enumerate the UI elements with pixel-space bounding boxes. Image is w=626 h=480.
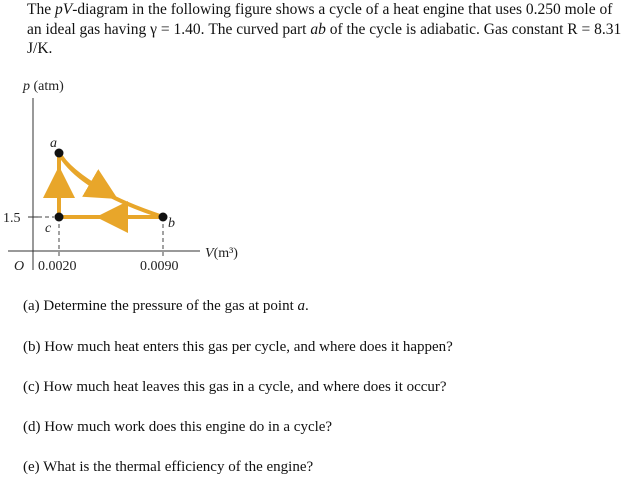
text: -diagram in the following figure shows a… [27, 1, 613, 38]
point-label: b [168, 216, 175, 231]
text: (m³) [214, 246, 239, 261]
process-ab [57, 151, 164, 219]
x-axis-label: V(m³) [205, 246, 238, 261]
text: The [27, 1, 55, 18]
text: (atm) [34, 79, 65, 94]
text: V [205, 246, 215, 261]
tick-label: 0.0020 [38, 259, 77, 274]
question: (c) How much heat leaves this gas in a c… [23, 379, 447, 395]
point-label: a [50, 136, 57, 151]
text: ab [310, 20, 326, 38]
pv-diagram: p (atm) V(m³) 1.5 O 0.0020 0.0090 a b c [3, 79, 238, 274]
arrow [57, 151, 118, 200]
origin-label: O [14, 259, 24, 274]
text: of the cycle is adiabatic. Gas constant … [27, 20, 622, 58]
text: . [304, 298, 309, 314]
y-axis-label: p (atm) [22, 79, 64, 94]
tick-label: 1.5 [3, 211, 21, 226]
question: (d) How much work does this engine do in… [23, 419, 333, 435]
text: (a) Determine the pressure of the gas at… [23, 298, 298, 314]
point [158, 212, 168, 222]
point [54, 148, 64, 158]
tick-label: 0.0090 [140, 259, 179, 274]
question: (b) How much heat enters this gas per cy… [23, 339, 453, 355]
text: a [297, 298, 305, 314]
problem-statement: The pV-diagram in the following figure s… [27, 0, 623, 59]
point-label: c [45, 221, 52, 236]
text: pV [54, 1, 73, 18]
question: (a) Determine the pressure of the gas at… [23, 298, 309, 315]
point [54, 212, 64, 222]
text: p [22, 79, 30, 94]
question: (e) What is the thermal efficiency of th… [23, 459, 314, 475]
